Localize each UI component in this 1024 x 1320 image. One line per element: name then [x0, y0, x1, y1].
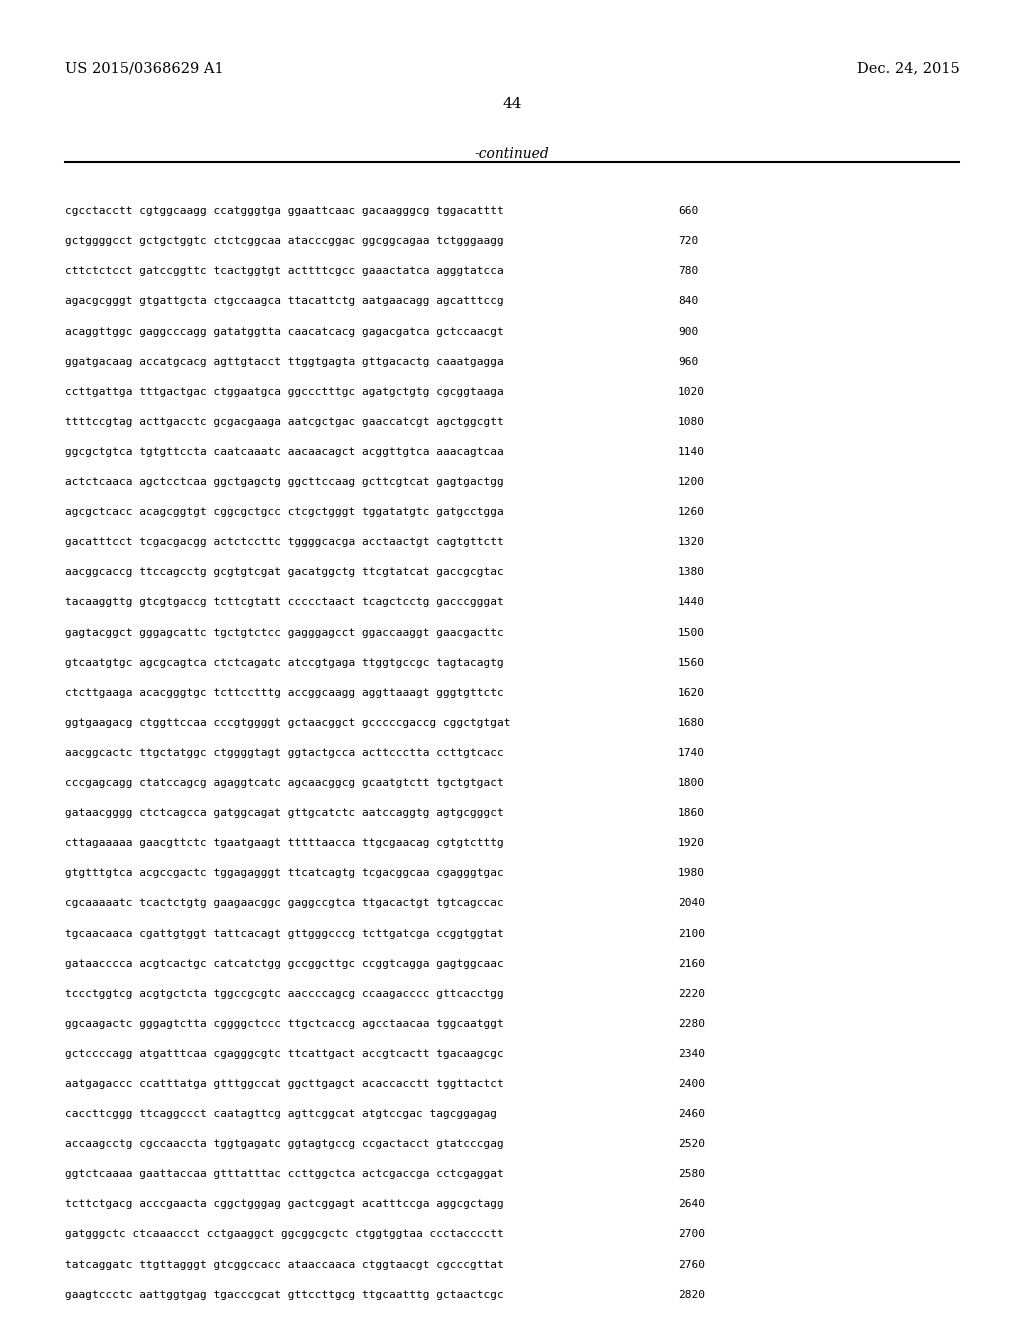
Text: actctcaaca agctcctcaa ggctgagctg ggcttccaag gcttcgtcat gagtgactgg: actctcaaca agctcctcaa ggctgagctg ggcttcc…: [65, 477, 503, 487]
Text: 2520: 2520: [678, 1139, 705, 1150]
Text: 1740: 1740: [678, 748, 705, 758]
Text: gatgggctc ctcaaaccct cctgaaggct ggcggcgctc ctggtggtaa ccctacccctt: gatgggctc ctcaaaccct cctgaaggct ggcggcgc…: [65, 1229, 503, 1239]
Text: 900: 900: [678, 326, 698, 337]
Text: 1200: 1200: [678, 477, 705, 487]
Text: aacggcactc ttgctatggc ctggggtagt ggtactgcca acttccctta ccttgtcacc: aacggcactc ttgctatggc ctggggtagt ggtactg…: [65, 748, 503, 758]
Text: ccttgattga tttgactgac ctggaatgca ggccctttgc agatgctgtg cgcggtaaga: ccttgattga tttgactgac ctggaatgca ggccctt…: [65, 387, 503, 397]
Text: gctggggcct gctgctggtc ctctcggcaa atacccggac ggcggcagaa tctgggaagg: gctggggcct gctgctggtc ctctcggcaa atacccg…: [65, 236, 503, 247]
Text: cttagaaaaa gaacgttctc tgaatgaagt tttttaacca ttgcgaacag cgtgtctttg: cttagaaaaa gaacgttctc tgaatgaagt tttttaa…: [65, 838, 503, 849]
Text: gtgtttgtca acgccgactc tggagagggt ttcatcagtg tcgacggcaa cgagggtgac: gtgtttgtca acgccgactc tggagagggt ttcatca…: [65, 869, 503, 878]
Text: gaagtccctc aattggtgag tgacccgcat gttccttgcg ttgcaatttg gctaactcgc: gaagtccctc aattggtgag tgacccgcat gttcctt…: [65, 1290, 503, 1300]
Text: 1020: 1020: [678, 387, 705, 397]
Text: ggtctcaaaa gaattaccaa gtttatttac ccttggctca actcgaccga cctcgaggat: ggtctcaaaa gaattaccaa gtttatttac ccttggc…: [65, 1170, 503, 1179]
Text: 1260: 1260: [678, 507, 705, 517]
Text: 2280: 2280: [678, 1019, 705, 1028]
Text: 1980: 1980: [678, 869, 705, 878]
Text: ggcaagactc gggagtctta cggggctccc ttgctcaccg agcctaacaa tggcaatggt: ggcaagactc gggagtctta cggggctccc ttgctca…: [65, 1019, 503, 1028]
Text: 1080: 1080: [678, 417, 705, 426]
Text: ggatgacaag accatgcacg agttgtacct ttggtgagta gttgacactg caaatgagga: ggatgacaag accatgcacg agttgtacct ttggtga…: [65, 356, 503, 367]
Text: 2040: 2040: [678, 899, 705, 908]
Text: 1500: 1500: [678, 627, 705, 638]
Text: 1320: 1320: [678, 537, 705, 548]
Text: 1800: 1800: [678, 777, 705, 788]
Text: 44: 44: [502, 98, 522, 111]
Text: 1620: 1620: [678, 688, 705, 698]
Text: gataacgggg ctctcagcca gatggcagat gttgcatctc aatccaggtg agtgcgggct: gataacgggg ctctcagcca gatggcagat gttgcat…: [65, 808, 503, 818]
Text: 2760: 2760: [678, 1259, 705, 1270]
Text: US 2015/0368629 A1: US 2015/0368629 A1: [65, 62, 223, 75]
Text: 2100: 2100: [678, 928, 705, 939]
Text: agacgcgggt gtgattgcta ctgccaagca ttacattctg aatgaacagg agcatttccg: agacgcgggt gtgattgcta ctgccaagca ttacatt…: [65, 297, 503, 306]
Text: acaggttggc gaggcccagg gatatggtta caacatcacg gagacgatca gctccaacgt: acaggttggc gaggcccagg gatatggtta caacatc…: [65, 326, 503, 337]
Text: 2700: 2700: [678, 1229, 705, 1239]
Text: 2160: 2160: [678, 958, 705, 969]
Text: 1560: 1560: [678, 657, 705, 668]
Text: 840: 840: [678, 297, 698, 306]
Text: caccttcggg ttcaggccct caatagttcg agttcggcat atgtccgac tagcggagag: caccttcggg ttcaggccct caatagttcg agttcgg…: [65, 1109, 497, 1119]
Text: tatcaggatc ttgttagggt gtcggccacc ataaccaaca ctggtaacgt cgcccgttat: tatcaggatc ttgttagggt gtcggccacc ataacca…: [65, 1259, 503, 1270]
Text: ttttccgtag acttgacctc gcgacgaaga aatcgctgac gaaccatcgt agctggcgtt: ttttccgtag acttgacctc gcgacgaaga aatcgct…: [65, 417, 503, 426]
Text: agcgctcacc acagcggtgt cggcgctgcc ctcgctgggt tggatatgtc gatgcctgga: agcgctcacc acagcggtgt cggcgctgcc ctcgctg…: [65, 507, 503, 517]
Text: 1440: 1440: [678, 598, 705, 607]
Text: 1380: 1380: [678, 568, 705, 577]
Text: tgcaacaaca cgattgtggt tattcacagt gttgggcccg tcttgatcga ccggtggtat: tgcaacaaca cgattgtggt tattcacagt gttgggc…: [65, 928, 503, 939]
Text: tccctggtcg acgtgctcta tggccgcgtc aaccccagcg ccaagacccc gttcacctgg: tccctggtcg acgtgctcta tggccgcgtc aacccca…: [65, 989, 503, 999]
Text: 2640: 2640: [678, 1200, 705, 1209]
Text: gagtacggct gggagcattc tgctgtctcc gagggagcct ggaccaaggt gaacgacttc: gagtacggct gggagcattc tgctgtctcc gagggag…: [65, 627, 503, 638]
Text: tcttctgacg acccgaacta cggctgggag gactcggagt acatttccga aggcgctagg: tcttctgacg acccgaacta cggctgggag gactcgg…: [65, 1200, 503, 1209]
Text: gataacccca acgtcactgc catcatctgg gccggcttgc ccggtcagga gagtggcaac: gataacccca acgtcactgc catcatctgg gccggct…: [65, 958, 503, 969]
Text: gctccccagg atgatttcaa cgagggcgtc ttcattgact accgtcactt tgacaagcgc: gctccccagg atgatttcaa cgagggcgtc ttcattg…: [65, 1049, 503, 1059]
Text: gtcaatgtgc agcgcagtca ctctcagatc atccgtgaga ttggtgccgc tagtacagtg: gtcaatgtgc agcgcagtca ctctcagatc atccgtg…: [65, 657, 503, 668]
Text: ggtgaagacg ctggttccaa cccgtggggt gctaacggct gcccccgaccg cggctgtgat: ggtgaagacg ctggttccaa cccgtggggt gctaacg…: [65, 718, 510, 727]
Text: 2460: 2460: [678, 1109, 705, 1119]
Text: 720: 720: [678, 236, 698, 247]
Text: ctcttgaaga acacgggtgc tcttcctttg accggcaagg aggttaaagt gggtgttctc: ctcttgaaga acacgggtgc tcttcctttg accggca…: [65, 688, 503, 698]
Text: 1920: 1920: [678, 838, 705, 849]
Text: cccgagcagg ctatccagcg agaggtcatc agcaacggcg gcaatgtctt tgctgtgact: cccgagcagg ctatccagcg agaggtcatc agcaacg…: [65, 777, 503, 788]
Text: 780: 780: [678, 267, 698, 276]
Text: 1680: 1680: [678, 718, 705, 727]
Text: 2820: 2820: [678, 1290, 705, 1300]
Text: 1140: 1140: [678, 447, 705, 457]
Text: 960: 960: [678, 356, 698, 367]
Text: cttctctcct gatccggttc tcactggtgt acttttcgcc gaaactatca agggtatcca: cttctctcct gatccggttc tcactggtgt acttttc…: [65, 267, 503, 276]
Text: cgcaaaaatc tcactctgtg gaagaacggc gaggccgtca ttgacactgt tgtcagccac: cgcaaaaatc tcactctgtg gaagaacggc gaggccg…: [65, 899, 503, 908]
Text: 2580: 2580: [678, 1170, 705, 1179]
Text: 2340: 2340: [678, 1049, 705, 1059]
Text: gacatttcct tcgacgacgg actctccttc tggggcacga acctaactgt cagtgttctt: gacatttcct tcgacgacgg actctccttc tggggca…: [65, 537, 503, 548]
Text: -continued: -continued: [475, 148, 549, 161]
Text: tacaaggttg gtcgtgaccg tcttcgtatt ccccctaact tcagctcctg gacccgggat: tacaaggttg gtcgtgaccg tcttcgtatt cccccta…: [65, 598, 503, 607]
Text: cgcctacctt cgtggcaagg ccatgggtga ggaattcaac gacaagggcg tggacatttt: cgcctacctt cgtggcaagg ccatgggtga ggaattc…: [65, 206, 503, 216]
Text: 2400: 2400: [678, 1078, 705, 1089]
Text: ggcgctgtca tgtgttccta caatcaaatc aacaacagct acggttgtca aaacagtcaa: ggcgctgtca tgtgttccta caatcaaatc aacaaca…: [65, 447, 503, 457]
Text: 660: 660: [678, 206, 698, 216]
Text: Dec. 24, 2015: Dec. 24, 2015: [857, 62, 959, 75]
Text: aatgagaccc ccatttatga gtttggccat ggcttgagct acaccacctt tggttactct: aatgagaccc ccatttatga gtttggccat ggcttga…: [65, 1078, 503, 1089]
Text: aacggcaccg ttccagcctg gcgtgtcgat gacatggctg ttcgtatcat gaccgcgtac: aacggcaccg ttccagcctg gcgtgtcgat gacatgg…: [65, 568, 503, 577]
Text: 2220: 2220: [678, 989, 705, 999]
Text: 1860: 1860: [678, 808, 705, 818]
Text: accaagcctg cgccaaccta tggtgagatc ggtagtgccg ccgactacct gtatcccgag: accaagcctg cgccaaccta tggtgagatc ggtagtg…: [65, 1139, 503, 1150]
